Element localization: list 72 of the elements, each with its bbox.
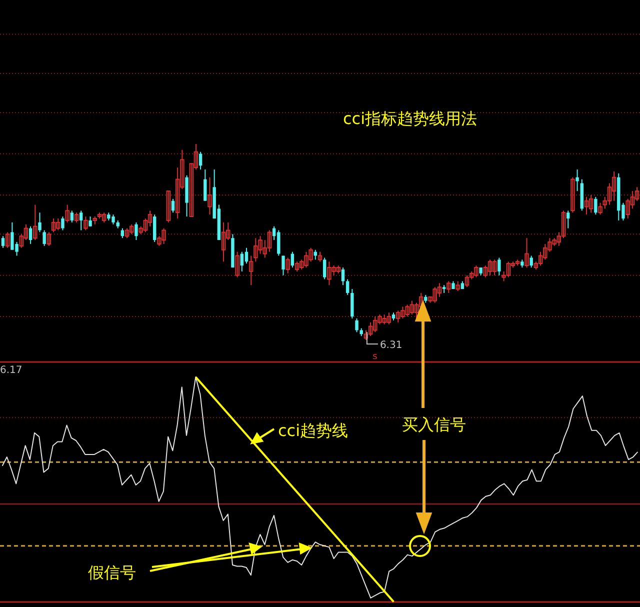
candlestick [364,330,368,340]
annotation: 假信号 [88,563,136,582]
candlestick [38,212,42,233]
candlestick [318,251,322,262]
candlestick [198,151,202,170]
candlestick [148,210,152,227]
annotation: 6.31 [380,340,402,351]
candlestick [152,214,156,242]
candlestick [171,198,175,214]
candlestick [584,196,589,216]
candlestick [33,204,38,241]
candlestick [70,210,74,223]
candlestick [61,216,64,231]
annotation: 买入信号 [402,415,466,434]
candlestick [538,251,543,266]
candlestick [84,216,88,231]
candlestick [51,218,56,233]
candlestick [28,226,32,244]
candlestick [134,222,138,241]
candlestick [498,257,501,276]
candlestick [5,232,10,248]
candlestick [594,196,598,216]
candlestick [286,257,290,274]
candlestick [42,230,46,246]
candlestick [235,251,240,278]
candlestick [341,266,345,286]
candlestick [282,255,285,276]
candlestick [267,230,272,252]
text: s [372,352,378,362]
candlestick [74,212,79,223]
candlestick [483,265,488,278]
candlestick [46,232,52,246]
candlestick [166,190,170,223]
candlestick [492,259,497,276]
candlestick [488,259,492,276]
candlestick [1,236,5,248]
candlestick [294,261,300,272]
candlestick [290,251,294,268]
candlestick [221,222,226,262]
candlestick [464,274,470,288]
candlestick [576,168,579,192]
candlestick [368,322,373,337]
candlestick [248,255,254,286]
candlestick [612,170,616,202]
candlestick [88,216,92,227]
candlestick [446,280,451,294]
candlestick [120,228,124,239]
candlestick [588,194,594,214]
candlestick [530,255,533,268]
candlestick [240,251,244,272]
candlestick [79,210,83,231]
candlestick [418,292,424,310]
candlestick [570,176,575,214]
candlestick [102,212,106,223]
text: 6.17 [0,365,22,376]
candlestick [350,288,354,319]
candlestick [561,210,566,239]
candlestick [524,238,529,268]
chart-title: cci指标趋势线用法 [342,109,478,128]
annotation: cci趋势线 [278,421,348,440]
candlestick [124,228,130,239]
candlestick [634,186,640,202]
candlestick [244,247,248,264]
candlestick [437,282,442,298]
candlestick [456,280,460,292]
candlestick [346,278,350,296]
candlestick [204,168,207,202]
candlestick [65,204,70,223]
candlestick [322,257,326,280]
candlestick [355,318,358,333]
candlestick [566,210,570,229]
candlestick [208,176,212,216]
